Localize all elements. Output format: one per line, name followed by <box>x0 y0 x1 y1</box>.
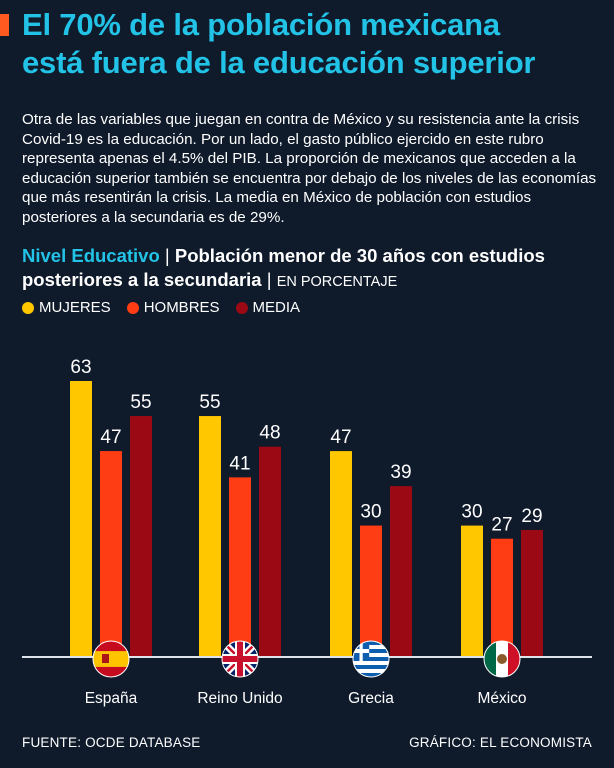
legend-dot-mujeres <box>22 301 34 314</box>
bar-grecia-hombres <box>360 525 382 657</box>
value-label-reino-unido-mujeres: 55 <box>199 392 220 413</box>
legend-label-mujeres: MUJERES <box>39 299 111 316</box>
category-label-0: España <box>85 690 138 707</box>
uk-flag-icon-border <box>221 640 259 678</box>
bar-espana-mujeres <box>70 381 92 657</box>
value-label-espana-media: 55 <box>130 392 151 413</box>
subtitle-category: Nivel Educativo <box>22 245 160 266</box>
footer-credit: GRÁFICO: EL ECONOMISTA <box>409 735 592 750</box>
footer-source: FUENTE: OCDE DATABASE <box>22 735 201 750</box>
chart-subtitle: Nivel Educativo | Población menor de 30 … <box>22 244 602 294</box>
value-label-grecia-media: 39 <box>390 462 411 483</box>
greece-flag-icon <box>353 641 389 677</box>
bar-espana-media <box>130 416 152 657</box>
legend-item-hombres: HOMBRES <box>126 299 220 316</box>
legend-dot-hombres <box>126 301 139 314</box>
value-label-espana-hombres: 47 <box>100 427 121 448</box>
title-line-2: está fuera de la educación superior <box>22 45 536 80</box>
bar-mexico-hombres <box>491 538 513 657</box>
value-label-mexico-media: 29 <box>521 506 542 527</box>
title-accent-bar <box>0 14 9 36</box>
page-title: El 70% de la población mexicana está fue… <box>22 6 602 82</box>
bar-mexico-mujeres <box>461 525 483 657</box>
bar-reino-unido-media <box>259 446 281 657</box>
subtitle-separator-1: | <box>159 245 175 266</box>
chart-legend: MUJERES HOMBRES MEDIA <box>22 299 300 316</box>
bar-reino-unido-hombres <box>229 477 251 657</box>
value-label-grecia-mujeres: 47 <box>330 427 351 448</box>
bar-reino-unido-mujeres <box>199 416 221 657</box>
title-line-1: El 70% de la población mexicana <box>22 7 500 42</box>
bar-mexico-media <box>521 529 543 657</box>
legend-item-mujeres: MUJERES <box>22 299 111 316</box>
subtitle-units: EN PORCENTAJE <box>276 274 398 290</box>
value-label-grecia-hombres: 30 <box>360 502 381 523</box>
value-label-espana-mujeres: 63 <box>70 357 91 378</box>
mexico-flag-icon-border <box>483 640 521 678</box>
uk-flag-icon <box>222 641 258 677</box>
category-label-1: Reino Unido <box>197 690 282 707</box>
value-label-reino-unido-hombres: 41 <box>229 453 250 474</box>
mexico-flag-icon <box>484 641 520 677</box>
spain-flag-icon <box>93 641 129 677</box>
bar-grecia-mujeres <box>330 451 352 657</box>
value-label-mexico-mujeres: 30 <box>461 502 482 523</box>
greece-flag-icon-border <box>352 640 390 678</box>
legend-dot-media <box>235 301 248 314</box>
subtitle-description: Población menor de 30 años con estudios … <box>22 245 545 290</box>
subtitle-separator-2: | <box>261 269 277 290</box>
intro-paragraph: Otra de las variables que juegan en cont… <box>22 111 597 226</box>
value-label-reino-unido-media: 48 <box>259 423 280 444</box>
bar-espana-hombres <box>100 451 122 657</box>
legend-item-media: MEDIA <box>235 299 301 316</box>
legend-label-hombres: HOMBRES <box>143 299 220 316</box>
legend-label-media: MEDIA <box>252 299 301 316</box>
category-label-3: México <box>477 690 526 707</box>
category-label-2: Grecia <box>348 690 394 707</box>
bar-grecia-media <box>390 486 412 657</box>
bar-chart: 63 47 55 55 41 48 47 30 39 30 27 29 España Reino Unid… <box>22 357 592 707</box>
spain-flag-icon-border <box>92 640 130 678</box>
value-label-mexico-hombres: 27 <box>491 515 512 536</box>
